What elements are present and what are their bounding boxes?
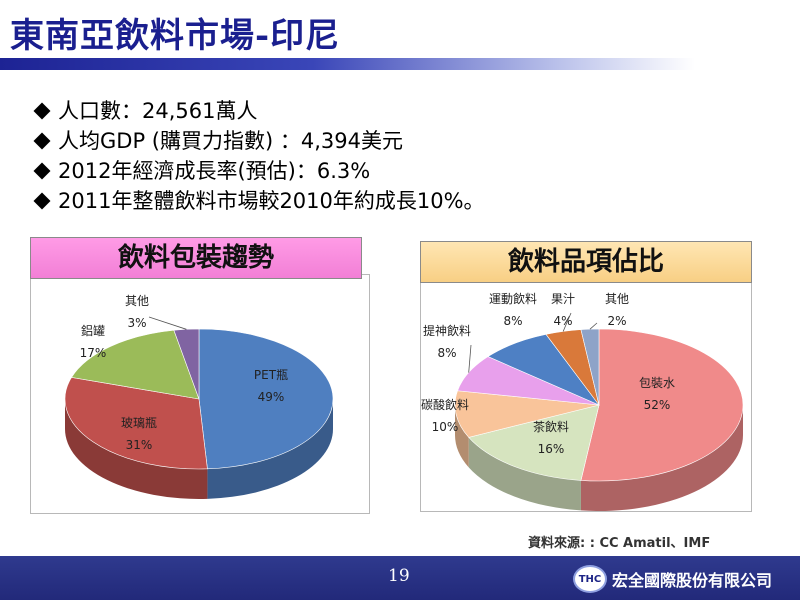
diamond-bullet-icon [33, 132, 51, 150]
pie-value-label: 17% [80, 346, 107, 360]
pie-slice-1-1 [468, 404, 600, 481]
pie-label: 包裝水 [639, 376, 675, 390]
pie-slice-0-2 [71, 329, 200, 400]
pie-value-label: 3% [127, 316, 146, 330]
diamond-bullet-icon [33, 162, 51, 180]
pie-label: 其他 [125, 294, 149, 308]
packaging-pie-chart: PET瓶 49% 玻璃瓶 31% 鋁罐 17% 其他 3% [64, 294, 334, 499]
company-name: 宏全國際股份有限公司 [612, 571, 773, 590]
pie-slice-side [65, 399, 208, 499]
bullet-population: 人口數：24,561萬人 [33, 96, 485, 126]
pie-slice-0-0 [198, 328, 334, 470]
pie-label: 其他 [605, 292, 629, 306]
pie-value-label: 49% [258, 390, 285, 404]
bullet-market-growth: 2011年整體飲料市場較2010年約成長10%。 [33, 186, 485, 216]
pie-leader-line [148, 316, 187, 330]
diamond-bullet-icon [33, 192, 51, 210]
pie-label: 玻璃瓶 [121, 416, 157, 430]
slide-title: 東南亞飲料市場-印尼 [10, 16, 341, 56]
pie-value-label: 4% [553, 314, 572, 328]
pie-slice-side [580, 405, 743, 511]
pie-value-label: 2% [607, 314, 626, 328]
packaging-chart-title: 飲料包裝趨勢 [30, 237, 362, 279]
bullet-text: 人口數：24,561萬人 [58, 99, 258, 123]
pie-value-label: 8% [437, 346, 456, 360]
logo-text: THC [578, 573, 602, 585]
pie-value-label: 8% [503, 314, 522, 328]
bullet-text: 2012年經濟成長率(預估)：6.3% [58, 159, 371, 183]
pie-value-label: 16% [538, 442, 565, 456]
bullet-text: 2011年整體飲料市場較2010年約成長10%。 [58, 189, 485, 213]
page-number: 19 [388, 566, 410, 586]
beverage-category-chart-title: 飲料品項佔比 [420, 241, 752, 283]
pie-label: 果汁 [551, 292, 575, 306]
beverage-category-pie-chart: 包裝水 52% 茶飲料 16% 碳酸飲料 10% 提神飲料 8% 運動飲料 8% 果汁 4% 其他 2% [421, 291, 744, 511]
pie-leader-line [589, 322, 598, 330]
pie-label: PET瓶 [254, 368, 288, 382]
pie-label: 鋁罐 [81, 324, 105, 338]
title-underline-bar [0, 58, 695, 70]
pie-slice-side [207, 399, 333, 499]
pie-slice-1-6 [580, 328, 600, 406]
bullet-list: 人口數：24,561萬人 人均GDP (購買力指數) ：4,394美元 2012… [33, 96, 485, 216]
pie-label: 茶飲料 [533, 419, 569, 434]
pie-value-label: 52% [644, 398, 671, 412]
bullet-growth-rate: 2012年經濟成長率(預估)：6.3% [33, 156, 485, 186]
footer-bar [0, 556, 800, 600]
pie-leader-line [468, 344, 472, 373]
bullet-text: 人均GDP (購買力指數) ：4,394美元 [58, 129, 403, 153]
pie-slice-0-3 [173, 328, 200, 400]
company-logo: THC [573, 565, 607, 593]
pie-slice-side [468, 437, 581, 511]
beverage-category-chart-panel: 包裝水 52% 茶飲料 16% 碳酸飲料 10% 提神飲料 8% 運動飲料 8% 果汁 4% 其他 2% [420, 278, 752, 512]
pie-label: 碳酸飲料 [421, 397, 469, 412]
pie-slice-0-1 [64, 377, 208, 470]
pie-value-label: 31% [126, 438, 153, 452]
bullet-gdp: 人均GDP (購買力指數) ：4,394美元 [33, 126, 485, 156]
pie-label: 運動飲料 [489, 291, 537, 306]
pie-label: 提神飲料 [423, 323, 471, 338]
packaging-chart-panel: PET瓶 49% 玻璃瓶 31% 鋁罐 17% 其他 3% [30, 274, 370, 514]
diamond-bullet-icon [33, 102, 51, 120]
pie-slice-1-2 [454, 390, 600, 438]
pie-leader-line [562, 312, 572, 332]
pie-slice-1-0 [580, 328, 744, 482]
pie-slice-side [455, 405, 469, 468]
pie-value-label: 10% [432, 420, 459, 434]
source-note: 資料來源: : CC Amatil、IMF [528, 536, 711, 551]
